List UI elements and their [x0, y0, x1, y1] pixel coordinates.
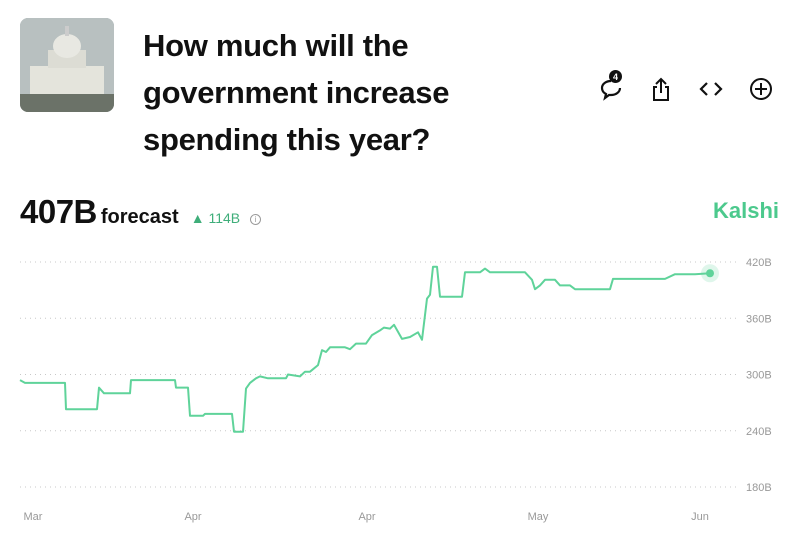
forecast-chart: 420B 360B 300B 240B 180B Mar Apr Apr May Jun	[19, 257, 772, 523]
embed-button[interactable]	[686, 74, 736, 104]
x-tick-label: Jun	[691, 511, 709, 523]
x-tick-label: Mar	[24, 511, 43, 523]
comments-count-badge: 4	[609, 70, 622, 83]
page-title: How much will the government increase sp…	[143, 28, 450, 157]
forecast-change: ▲ 114B	[191, 210, 240, 226]
last-point	[706, 269, 714, 278]
y-tick-label: 240B	[746, 426, 772, 438]
comment-icon	[600, 79, 622, 101]
x-tick-label: Apr	[358, 511, 375, 523]
comments-button[interactable]: 4	[586, 70, 636, 104]
market-image	[20, 18, 114, 112]
y-tick-label: 180B	[746, 482, 772, 494]
code-icon	[699, 82, 723, 96]
y-tick-label: 300B	[746, 370, 772, 382]
up-triangle-icon: ▲	[190, 210, 205, 226]
forecast-value: 407B	[20, 193, 97, 230]
y-tick-label: 420B	[746, 257, 772, 269]
share-icon	[653, 77, 669, 101]
forecast-label: forecast	[100, 206, 179, 228]
plus-circle-icon	[750, 78, 772, 100]
x-tick-label: Apr	[184, 511, 201, 523]
x-tick-label: May	[528, 511, 549, 523]
info-icon[interactable]: i	[250, 214, 262, 225]
brand-logo: Kalshi	[712, 198, 779, 223]
share-button[interactable]	[636, 74, 686, 104]
y-tick-label: 360B	[746, 313, 772, 325]
forecast-line	[19, 265, 711, 433]
change-value: 114B	[208, 210, 241, 226]
add-button[interactable]	[736, 74, 786, 104]
